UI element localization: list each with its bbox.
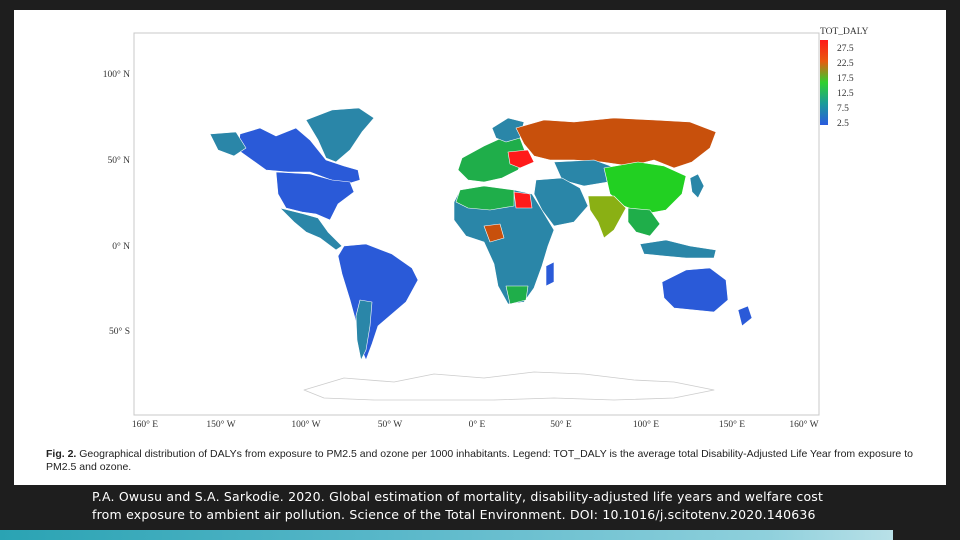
- lon-label-160e: 160° E: [132, 419, 158, 430]
- lat-label-100n: 100° N: [103, 69, 130, 80]
- region-egypt: [513, 191, 533, 209]
- figure-panel: 100° N 50° N 0° N 50° S 160° E 150° W 10…: [14, 10, 946, 485]
- region-australia: [661, 267, 729, 313]
- lon-label-160w: 160° W: [789, 419, 818, 430]
- lon-label-100w: 100° W: [291, 419, 320, 430]
- bottom-bar-end: [893, 530, 960, 540]
- region-japan: [689, 173, 705, 199]
- region-russia: [515, 117, 717, 169]
- caption-text: Geographical distribution of DALYs from …: [46, 448, 913, 473]
- lat-label-50n: 50° N: [107, 155, 130, 166]
- region-africa: [453, 185, 555, 305]
- lat-label-0n: 0° N: [112, 241, 130, 252]
- region-nigeria: [483, 223, 505, 243]
- legend-tick-12-5: 12.5: [837, 89, 854, 99]
- citation-text: P.A. Owusu and S.A. Sarkodie. 2020. Glob…: [92, 489, 824, 522]
- lon-label-50w: 50° W: [378, 419, 403, 430]
- lon-label-150e: 150° E: [719, 419, 745, 430]
- region-new-zealand: [737, 305, 753, 327]
- legend-tick-2-5: 2.5: [837, 119, 849, 129]
- lon-label-100e: 100° E: [633, 419, 659, 430]
- figure-caption: Fig. 2. Geographical distribution of DAL…: [46, 448, 936, 474]
- region-scandinavia: [491, 117, 525, 143]
- region-antarctica: [303, 371, 715, 401]
- region-south-africa: [505, 285, 529, 305]
- region-mexico: [279, 207, 343, 251]
- legend-tick-17-5: 17.5: [837, 74, 854, 84]
- lon-label-50e: 50° E: [550, 419, 572, 430]
- region-greenland: [305, 107, 375, 163]
- region-south-america-south: [355, 299, 373, 361]
- legend-tick-27-5: 27.5: [837, 44, 854, 54]
- world-map: 100° N 50° N 0° N 50° S 160° E 150° W 10…: [103, 27, 869, 430]
- region-indonesia: [639, 239, 717, 259]
- legend-tick-7-5: 7.5: [837, 104, 849, 114]
- region-middle-east: [533, 177, 589, 227]
- region-canada: [237, 127, 361, 186]
- lon-label-0e: 0° E: [469, 419, 486, 430]
- region-india: [587, 195, 627, 239]
- bottom-accent-bar: [0, 530, 960, 540]
- region-usa: [275, 171, 355, 221]
- legend-title: TOT_DALY: [820, 27, 869, 37]
- region-north-africa: [455, 185, 515, 211]
- lon-label-150w: 150° W: [206, 419, 235, 430]
- lat-label-50s: 50° S: [109, 326, 130, 337]
- region-madagascar: [545, 261, 555, 287]
- legend-tick-22-5: 22.5: [837, 59, 854, 69]
- region-ukraine: [507, 149, 535, 169]
- region-se-asia: [627, 207, 661, 237]
- legend-colorbar: [820, 40, 828, 125]
- caption-label: Fig. 2.: [46, 448, 77, 460]
- region-alaska: [209, 131, 247, 157]
